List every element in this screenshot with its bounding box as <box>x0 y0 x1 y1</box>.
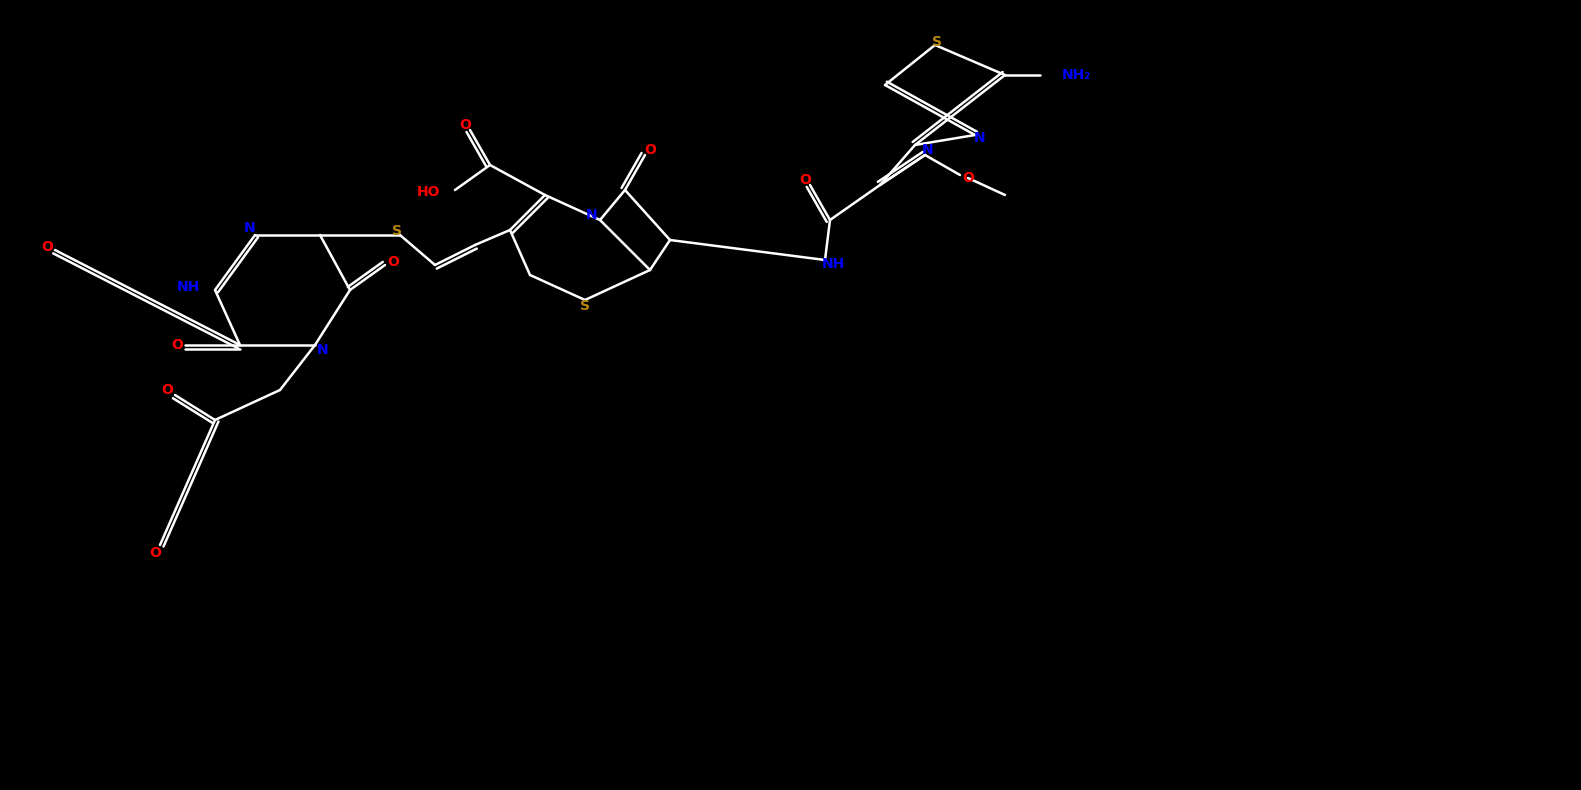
Text: O: O <box>643 143 656 157</box>
Text: O: O <box>798 173 811 187</box>
Text: O: O <box>171 338 183 352</box>
Text: O: O <box>149 546 161 560</box>
Text: O: O <box>387 255 398 269</box>
Text: O: O <box>161 383 172 397</box>
Text: NH: NH <box>177 280 201 294</box>
Text: N: N <box>243 221 256 235</box>
Text: S: S <box>933 35 942 49</box>
Text: O: O <box>963 171 974 185</box>
Text: NH₂: NH₂ <box>1062 68 1091 82</box>
Text: NH: NH <box>822 257 844 271</box>
Text: N: N <box>318 343 329 357</box>
Text: O: O <box>41 240 52 254</box>
Text: S: S <box>392 224 402 238</box>
Text: HO: HO <box>416 185 440 199</box>
Text: S: S <box>580 299 590 313</box>
Text: N: N <box>922 143 934 157</box>
Text: N: N <box>587 208 598 222</box>
Text: N: N <box>974 131 987 145</box>
Text: O: O <box>458 118 471 132</box>
